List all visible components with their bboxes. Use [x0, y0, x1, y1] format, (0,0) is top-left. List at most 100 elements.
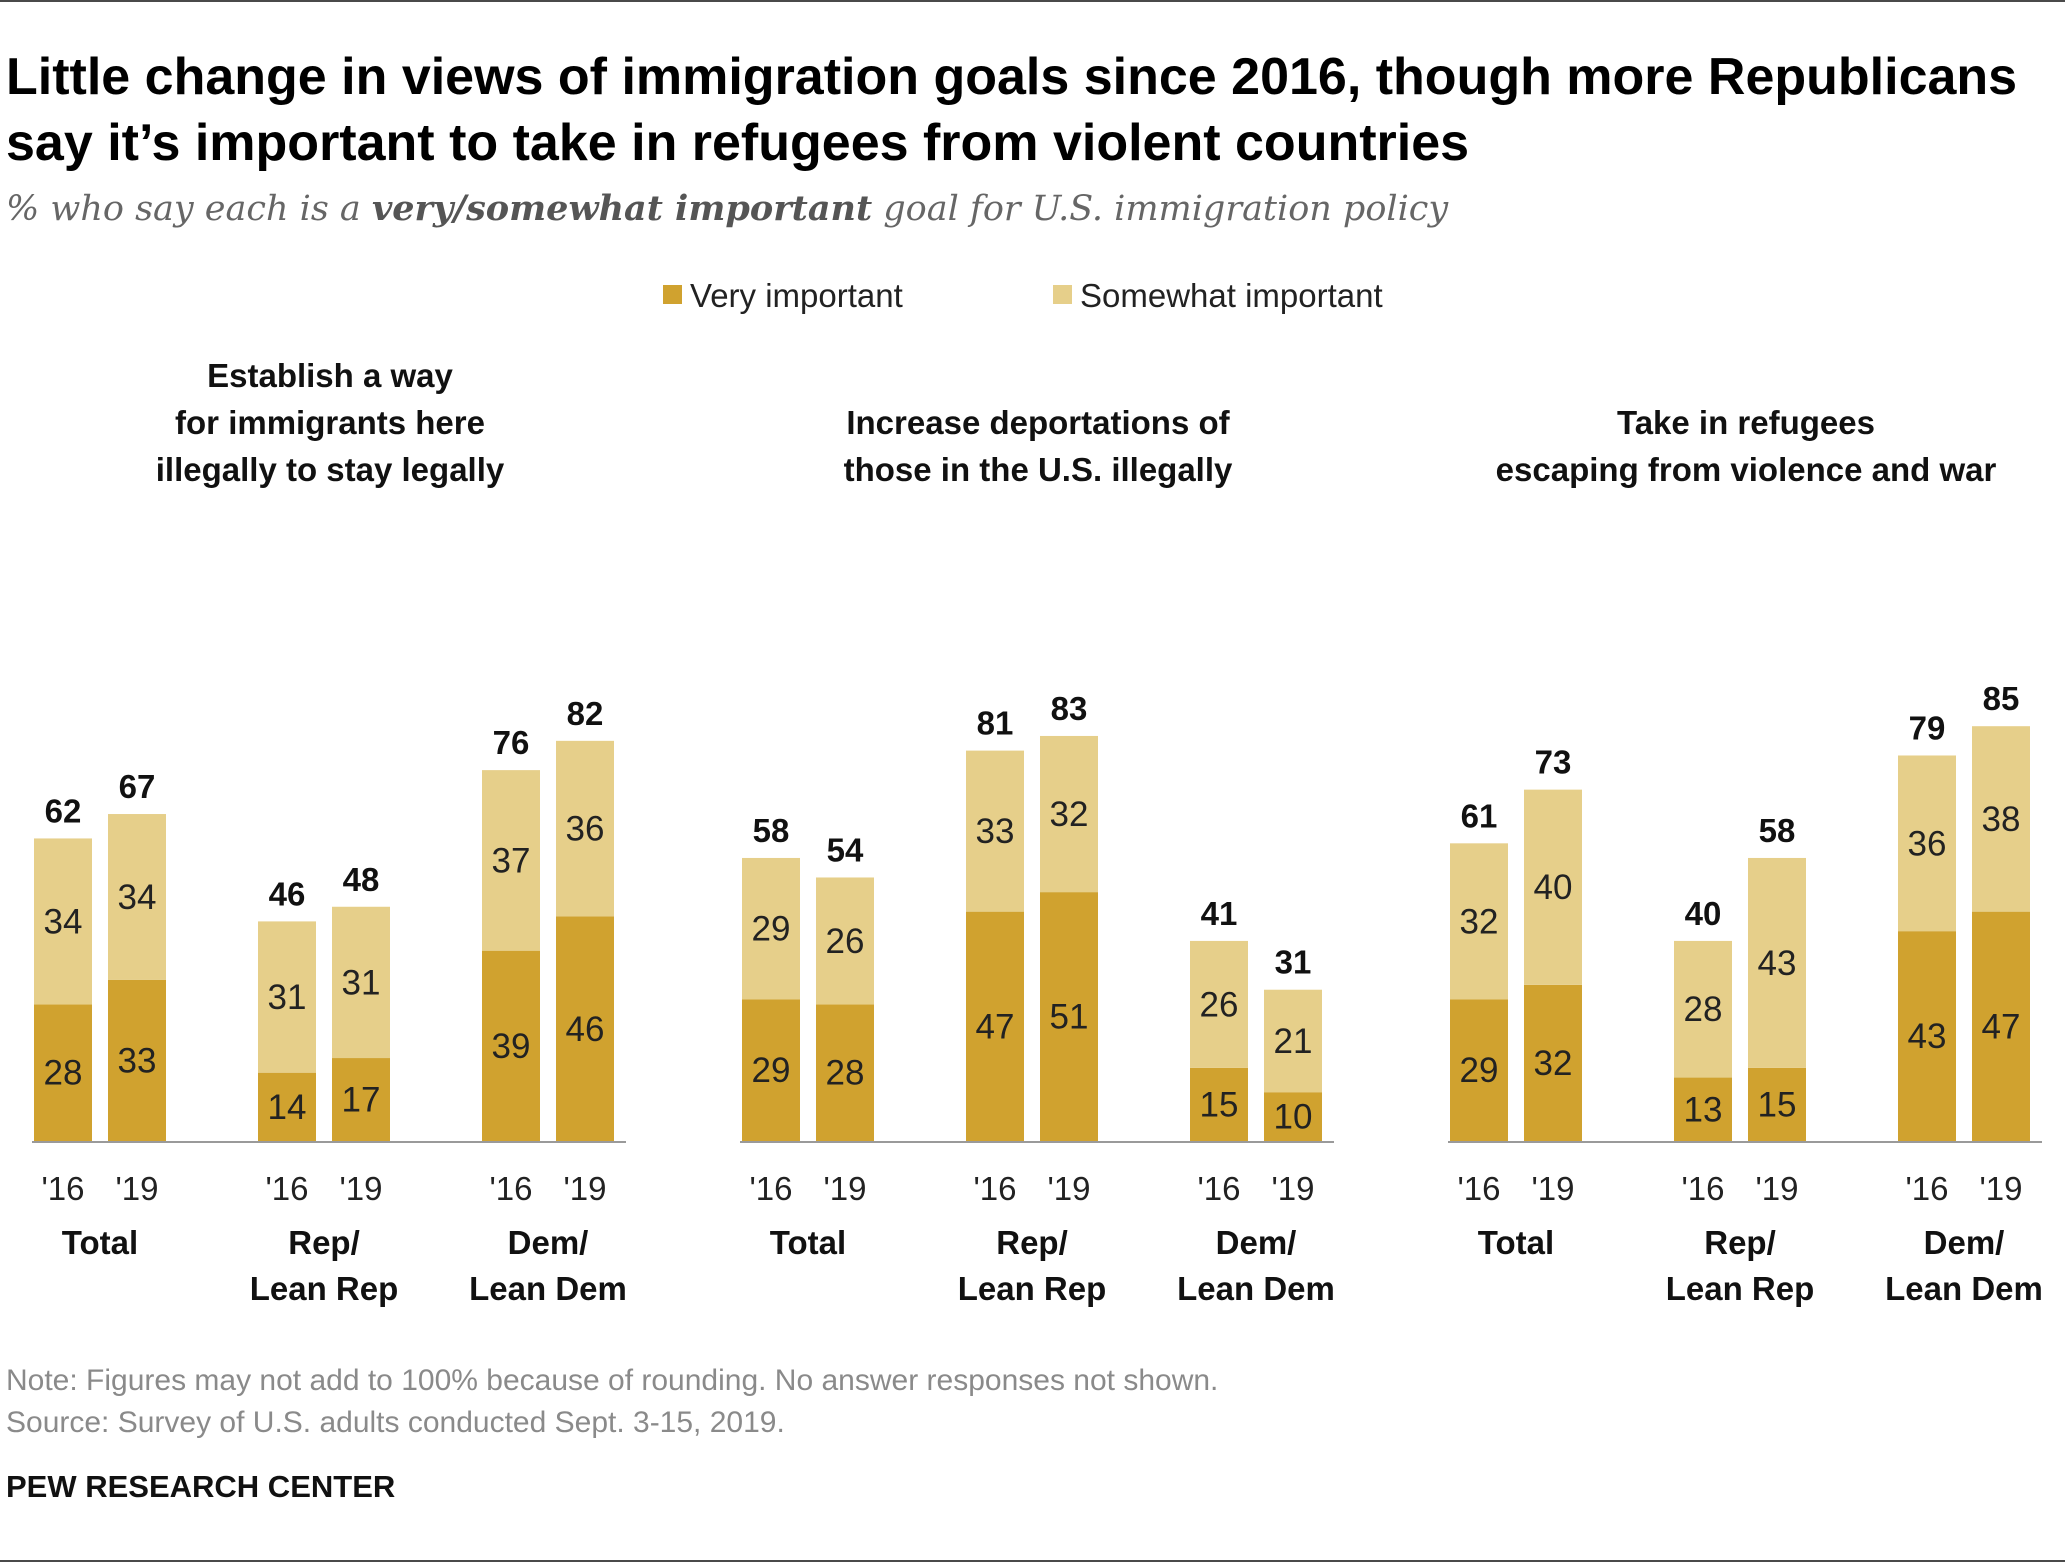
group-label: Lean Dem [1177, 1270, 1335, 1307]
value-label-somewhat: 26 [826, 922, 865, 961]
value-label-somewhat: 29 [752, 910, 791, 949]
year-tick-label: '19 [563, 1170, 606, 1207]
value-label-very: 15 [1200, 1085, 1239, 1124]
bar-somewhat-important [482, 770, 540, 951]
value-label-somewhat: 38 [1982, 800, 2021, 839]
panel-title: illegally to stay legally [156, 451, 505, 488]
total-label: 58 [753, 812, 790, 849]
bar-somewhat-important [1524, 789, 1582, 985]
bar-somewhat-important [1972, 726, 2030, 912]
year-tick-label: '16 [489, 1170, 532, 1207]
bar-somewhat-important [1450, 843, 1508, 1000]
year-tick-label: '19 [1531, 1170, 1574, 1207]
panel-title: those in the U.S. illegally [844, 451, 1233, 488]
value-label-somewhat: 28 [1684, 990, 1723, 1029]
total-label: 46 [269, 875, 306, 912]
legend-swatch [1053, 285, 1072, 304]
group-label: Dem/ [1924, 1224, 2005, 1261]
group-label: Lean Dem [469, 1270, 627, 1307]
value-label-very: 29 [1460, 1051, 1499, 1090]
year-tick-label: '19 [823, 1170, 866, 1207]
panel-title: for immigrants here [175, 404, 485, 441]
panel-title: Establish a way [207, 357, 453, 394]
chart-notes: Note: Figures may not add to 100% becaus… [6, 1360, 1218, 1444]
total-label: 79 [1909, 709, 1946, 746]
year-tick-label: '16 [265, 1170, 308, 1207]
bar-somewhat-important [1674, 940, 1732, 1078]
value-label-very: 17 [342, 1081, 381, 1120]
value-label-very: 43 [1908, 1017, 1947, 1056]
bar-somewhat-important [1040, 735, 1098, 893]
bar-somewhat-important [1898, 755, 1956, 932]
group-label: Lean Rep [958, 1270, 1107, 1307]
value-label-very: 28 [826, 1054, 865, 1093]
bar-very-important [1190, 1067, 1248, 1141]
total-label: 58 [1759, 812, 1796, 849]
bar-very-important [482, 950, 540, 1141]
stacked-bar-chart: Very important Somewhat important Establis… [32, 277, 2043, 1307]
bar-very-important [742, 999, 800, 1141]
note-text: Note: Figures may not add to 100% becaus… [6, 1364, 1219, 1397]
legend-label: Very important [690, 277, 903, 314]
year-tick-label: '16 [1681, 1170, 1724, 1207]
value-label-very: 33 [118, 1041, 157, 1080]
top-rule [0, 0, 2065, 2]
value-label-somewhat: 31 [268, 978, 307, 1017]
total-label: 73 [1535, 744, 1572, 781]
value-label-somewhat: 21 [1274, 1022, 1313, 1061]
legend-swatch [663, 285, 682, 304]
bar-somewhat-important [966, 750, 1024, 912]
value-label-somewhat: 33 [976, 812, 1015, 851]
bar-somewhat-important [34, 838, 92, 1005]
value-label-somewhat: 34 [44, 902, 83, 941]
year-tick-label: '16 [1197, 1170, 1240, 1207]
total-label: 82 [567, 695, 604, 732]
value-label-very: 39 [492, 1027, 531, 1066]
value-label-somewhat: 32 [1460, 902, 1499, 941]
subtitle-prefix: % who say each is a [6, 189, 372, 229]
total-label: 40 [1685, 895, 1722, 932]
group-label: Rep/ [1704, 1224, 1776, 1261]
legend-label: Somewhat important [1080, 277, 1383, 314]
group-label: Lean Dem [1885, 1270, 2043, 1307]
bar-very-important [1524, 984, 1582, 1141]
total-label: 67 [119, 768, 156, 805]
bar-very-important [1450, 999, 1508, 1141]
value-label-somewhat: 34 [118, 878, 157, 917]
group-label: Dem/ [508, 1224, 589, 1261]
bar-somewhat-important [742, 857, 800, 1000]
bar-very-important [1040, 892, 1098, 1141]
subtitle-suffix: goal for U.S. immigration policy [872, 189, 1449, 229]
value-label-somewhat: 43 [1758, 944, 1797, 983]
bar-very-important [258, 1072, 316, 1141]
value-label-somewhat: 36 [1908, 824, 1947, 863]
value-label-very: 13 [1684, 1090, 1723, 1129]
group-label: Lean Rep [250, 1270, 399, 1307]
bar-very-important [966, 911, 1024, 1141]
value-label-very: 46 [566, 1010, 605, 1049]
total-label: 81 [977, 705, 1014, 742]
total-label: 62 [45, 792, 82, 829]
value-label-very: 10 [1274, 1098, 1313, 1137]
total-label: 61 [1461, 797, 1498, 834]
year-tick-label: '19 [1755, 1170, 1798, 1207]
year-tick-label: '19 [339, 1170, 382, 1207]
bar-very-important [108, 979, 166, 1141]
group-label: Lean Rep [1666, 1270, 1815, 1307]
group-label: Rep/ [288, 1224, 360, 1261]
bar-somewhat-important [332, 906, 390, 1059]
year-tick-label: '16 [749, 1170, 792, 1207]
bar-very-important [332, 1058, 390, 1141]
panel-title: escaping from violence and war [1496, 451, 1997, 488]
value-label-very: 15 [1758, 1085, 1797, 1124]
year-tick-label: '16 [41, 1170, 84, 1207]
value-label-very: 47 [976, 1007, 1015, 1046]
value-label-somewhat: 36 [566, 810, 605, 849]
bar-very-important [34, 1004, 92, 1141]
value-label-somewhat: 32 [1050, 795, 1089, 834]
value-label-somewhat: 40 [1534, 868, 1573, 907]
bar-somewhat-important [556, 740, 614, 917]
chart-subtitle: % who say each is a very/somewhat import… [6, 188, 1448, 229]
organization-name: PEW RESEARCH CENTER [6, 1469, 396, 1504]
bar-somewhat-important [816, 877, 874, 1005]
